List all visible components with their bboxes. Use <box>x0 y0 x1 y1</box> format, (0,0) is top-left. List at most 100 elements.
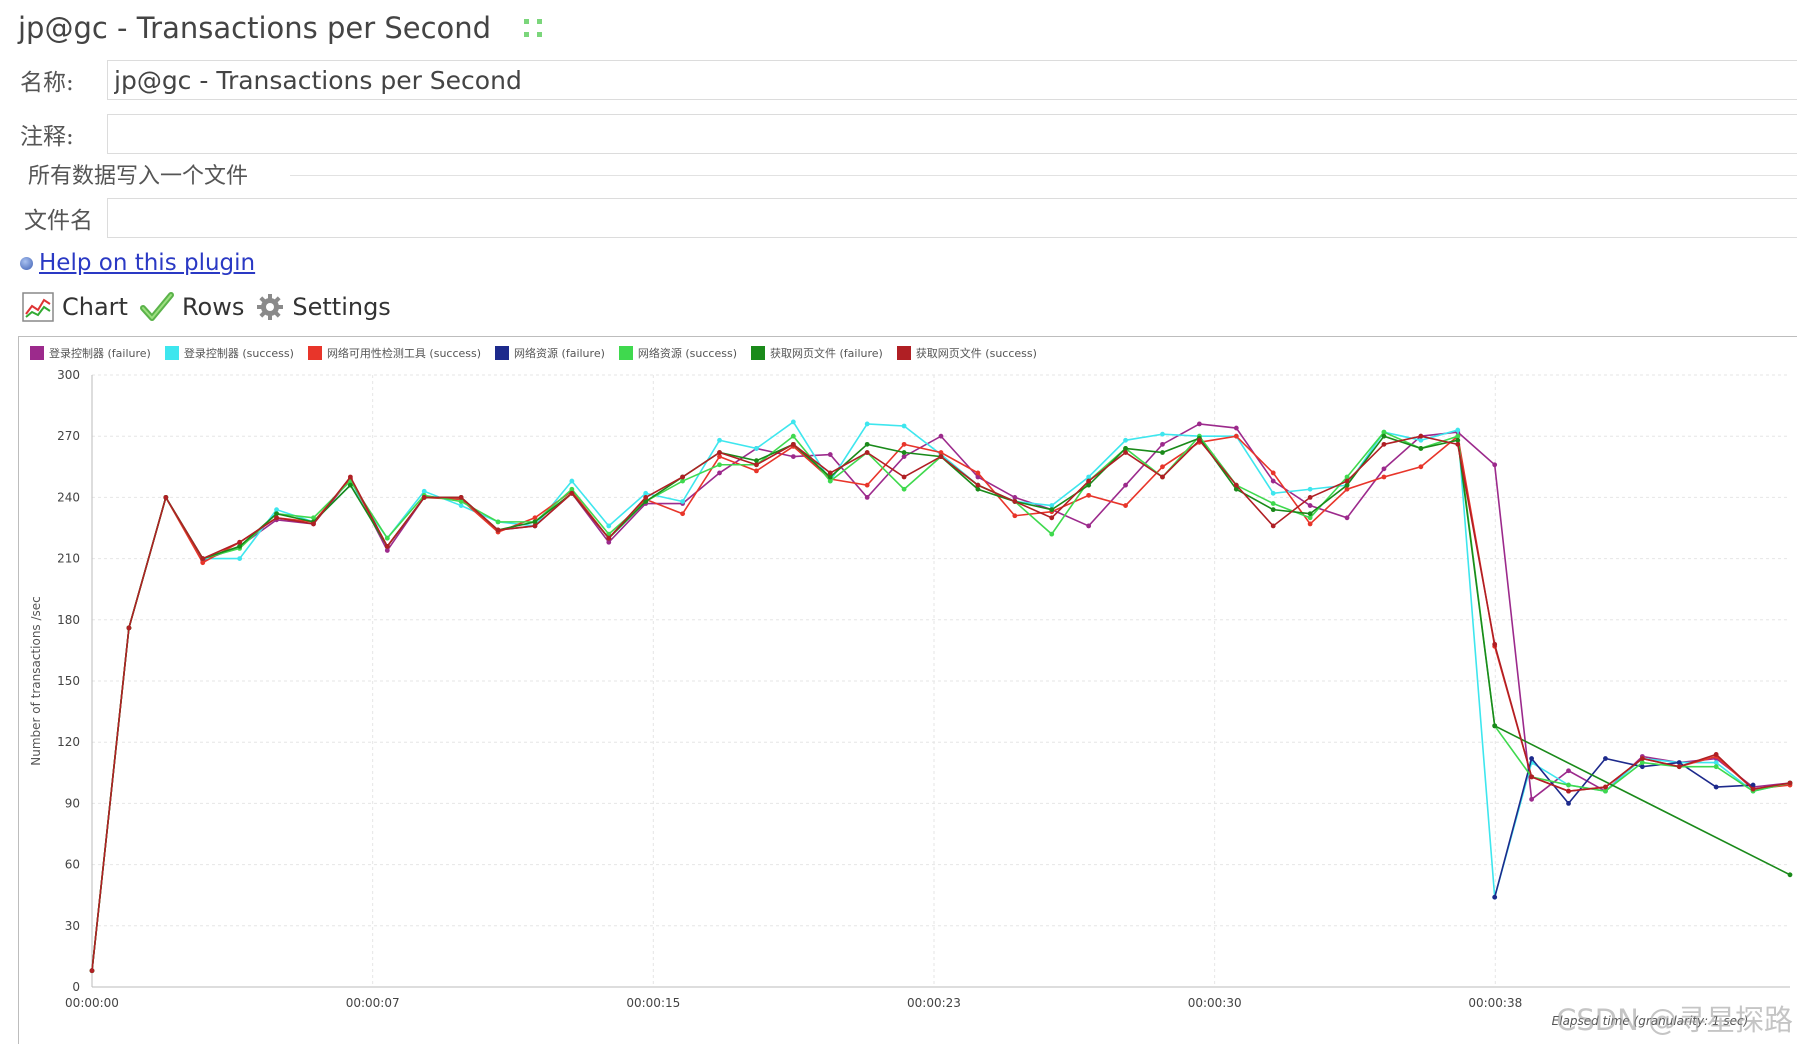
series-point-4 <box>458 499 464 504</box>
y-tick-label: 300 <box>57 368 80 382</box>
series-point-1 <box>1123 437 1128 443</box>
watermark: CSDN @寻星探路 <box>1556 1003 1793 1037</box>
series-point-0 <box>1123 482 1128 488</box>
y-tick-label: 120 <box>57 735 80 749</box>
series-point-5 <box>274 511 279 517</box>
filename-field[interactable] <box>107 198 1797 238</box>
series-point-1 <box>1418 437 1424 443</box>
comment-field[interactable] <box>107 114 1797 154</box>
series-point-6 <box>569 490 575 496</box>
series-point-0 <box>717 470 722 476</box>
series-point-4 <box>790 433 796 439</box>
series-line-1 <box>91 420 1791 971</box>
help-link[interactable]: Help on this plugin <box>39 250 256 276</box>
series-point-2 <box>1012 513 1018 519</box>
series-point-6 <box>790 441 796 447</box>
legend-label: 获取网页文件 (success) <box>915 347 1037 360</box>
series-point-1 <box>458 503 464 508</box>
legend-label: 网络可用性检测工具 (success) <box>326 347 482 360</box>
series-point-0 <box>606 539 612 545</box>
tab-settings[interactable]: Settings <box>256 293 391 321</box>
series-point-6 <box>1049 515 1055 521</box>
checkmark-icon <box>139 292 174 321</box>
series-point-2 <box>975 470 981 476</box>
info-icon <box>20 256 33 270</box>
series-point-4 <box>1344 474 1350 480</box>
legend-item: 获取网页文件 (success) <box>896 345 1037 361</box>
series-point-6 <box>1529 774 1535 780</box>
series-point-5 <box>1418 446 1424 451</box>
series-point-5 <box>1787 872 1793 878</box>
series-point-0 <box>1381 466 1387 472</box>
comment-row: 注释: <box>0 112 1797 156</box>
series-point-2 <box>680 511 686 517</box>
series-point-0 <box>1344 515 1350 521</box>
series-point-1 <box>1455 427 1461 433</box>
y-tick-label: 60 <box>65 858 80 872</box>
series-point-6 <box>1492 641 1498 647</box>
series-point-6 <box>421 495 427 500</box>
series-point-1 <box>680 499 686 504</box>
x-tick-label: 00:00:30 <box>1188 996 1242 1010</box>
tab-bar: Chart Rows Settings <box>22 292 391 322</box>
series-point-6 <box>458 495 464 500</box>
series-point-5 <box>1455 437 1461 443</box>
tab-rows-label: Rows <box>181 293 245 321</box>
legend-item: 网络资源 (success) <box>618 345 737 361</box>
series-point-6 <box>126 625 132 631</box>
series-point-2 <box>1233 433 1239 439</box>
tab-chart[interactable]: Chart <box>22 292 128 322</box>
group-title: 所有数据写入一个文件 <box>28 164 249 189</box>
series-point-6 <box>1233 482 1239 488</box>
series-point-5 <box>754 458 759 464</box>
series-point-1 <box>274 507 279 513</box>
series-line-4 <box>91 431 1791 971</box>
series-point-6 <box>827 470 833 476</box>
filename-label: 文件名 <box>24 208 93 234</box>
name-field[interactable] <box>107 60 1797 100</box>
group-divider <box>290 175 1797 176</box>
series-point-3 <box>1676 760 1682 765</box>
collapse-icon[interactable] <box>521 16 545 40</box>
name-label: 名称: <box>20 70 74 96</box>
series-point-2 <box>1123 503 1128 508</box>
series-point-6 <box>1123 450 1128 455</box>
series-point-5 <box>347 482 353 488</box>
series-point-5 <box>1123 446 1128 451</box>
tab-chart-label: Chart <box>62 293 128 321</box>
series-point-1 <box>1270 490 1276 496</box>
series-point-3 <box>1566 801 1571 806</box>
series-point-6 <box>938 454 944 459</box>
series-point-6 <box>1455 441 1461 447</box>
series-point-6 <box>754 462 759 468</box>
series-point-3 <box>1603 756 1608 761</box>
legend-item: 获取网页文件 (failure) <box>750 345 883 361</box>
tab-settings-label: Settings <box>292 293 391 321</box>
series-point-1 <box>421 488 427 494</box>
series-point-4 <box>1307 515 1313 521</box>
series-point-1 <box>606 523 612 529</box>
series-point-5 <box>532 519 538 525</box>
series-line-5 <box>91 435 1791 971</box>
series-point-1 <box>1086 474 1092 480</box>
series-point-6 <box>864 450 870 455</box>
series-line-2 <box>91 434 1791 971</box>
series-point-0 <box>1160 441 1165 447</box>
series-point-2 <box>532 515 538 521</box>
series-point-6 <box>200 556 206 561</box>
series-point-0 <box>938 433 944 439</box>
series-point-0 <box>1012 495 1018 500</box>
name-row: 名称: <box>0 58 1797 102</box>
series-point-5 <box>1086 482 1092 488</box>
series-point-2 <box>1160 464 1165 470</box>
series-point-6 <box>1086 478 1092 484</box>
legend-label: 获取网页文件 (failure) <box>769 347 883 360</box>
series-point-6 <box>901 474 907 480</box>
series-point-6 <box>163 495 169 500</box>
help-row: Help on this plugin <box>20 250 255 276</box>
series-point-6 <box>1160 474 1165 480</box>
series-point-2 <box>717 454 722 459</box>
tab-rows[interactable]: Rows <box>139 292 245 322</box>
series-point-6 <box>1418 433 1424 439</box>
series-point-0 <box>1086 523 1092 529</box>
